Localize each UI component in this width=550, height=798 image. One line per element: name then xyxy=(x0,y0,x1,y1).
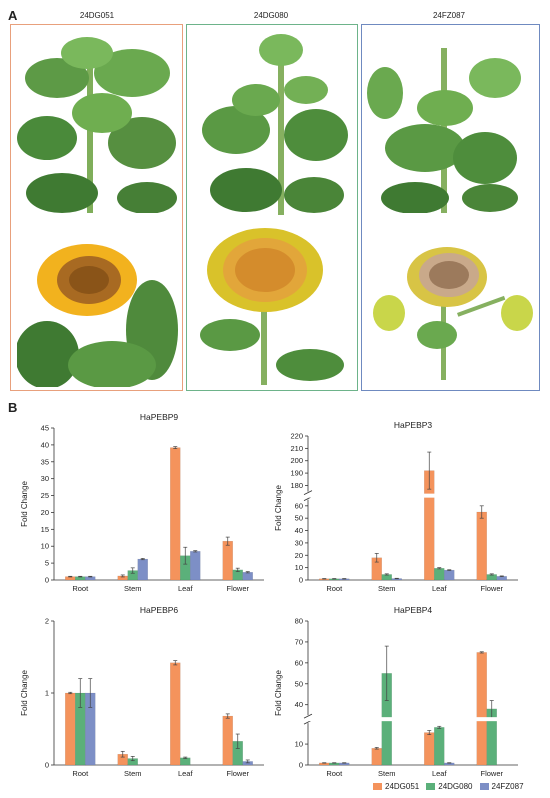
x-tick-label: Flower xyxy=(226,769,249,778)
y-tick-label: 10 xyxy=(295,740,303,749)
axis-break-mark xyxy=(303,713,313,719)
x-tick-label: Stem xyxy=(378,584,396,593)
y-tick-label: 10 xyxy=(295,563,303,572)
bar xyxy=(170,447,181,581)
bar xyxy=(222,715,233,766)
bar xyxy=(434,568,445,581)
legend-swatch-24dg080 xyxy=(426,783,436,790)
bar xyxy=(444,569,455,581)
column-title-24dg051: 24DG051 xyxy=(79,11,115,20)
y-tick-label: 40 xyxy=(41,440,49,449)
y-tick-label: 0 xyxy=(299,761,303,770)
x-tick-label: Root xyxy=(72,584,89,593)
flower-head-photo-24dg051 xyxy=(17,244,178,387)
legend-label-24dg051: 24DG051 xyxy=(385,782,420,791)
y-tick-label: 60 xyxy=(295,501,303,510)
x-tick-label: Leaf xyxy=(178,769,194,778)
x-tick-label: Root xyxy=(326,584,343,593)
bar xyxy=(180,757,191,766)
y-tick-label: 10 xyxy=(41,542,49,551)
axis-break-mark xyxy=(303,490,313,495)
y-tick-label: 25 xyxy=(41,491,49,500)
y-tick-label: 40 xyxy=(295,700,303,709)
column-title-24dg080: 24DG080 xyxy=(253,11,289,20)
x-tick-label: Flower xyxy=(480,769,503,778)
flower-head-photo-24fz087 xyxy=(373,247,533,380)
plant-shoot-photo-24dg051 xyxy=(17,37,177,213)
y-tick-label: 0 xyxy=(299,576,303,585)
column-title-24fz087: 24FZ087 xyxy=(432,11,466,20)
plant-shoot-photo-24fz087 xyxy=(367,48,521,213)
x-tick-label: Stem xyxy=(124,584,142,593)
panel-label-b: B xyxy=(8,400,18,415)
y-tick-label: 200 xyxy=(290,456,303,465)
x-tick-label: Flower xyxy=(480,584,503,593)
panel-label-a: A xyxy=(8,8,18,23)
y-tick-label: 180 xyxy=(290,481,303,490)
legend: 24DG051 24DG080 24FZ087 xyxy=(373,782,524,791)
chart-title: HaPEBP6 xyxy=(140,605,179,615)
chart-title: HaPEBP4 xyxy=(394,605,433,615)
y-tick-label: 20 xyxy=(41,508,49,517)
y-axis-label: Fold Change xyxy=(20,670,29,716)
chart-title: HaPEBP9 xyxy=(140,412,179,422)
bar xyxy=(65,692,76,766)
axis-break-band xyxy=(309,717,519,722)
legend-label-24dg080: 24DG080 xyxy=(438,782,473,791)
y-tick-label: 30 xyxy=(295,538,303,547)
y-tick-label: 35 xyxy=(41,457,49,466)
x-tick-label: Leaf xyxy=(178,584,194,593)
y-tick-label: 210 xyxy=(290,444,303,453)
x-tick-label: Leaf xyxy=(432,769,448,778)
chart-title: HaPEBP3 xyxy=(394,420,433,430)
bar xyxy=(190,551,201,581)
legend-label-24fz087: 24FZ087 xyxy=(491,782,524,791)
y-tick-label: 80 xyxy=(295,617,303,626)
bar xyxy=(137,558,148,581)
y-tick-label: 50 xyxy=(295,679,303,688)
x-tick-label: Root xyxy=(72,769,89,778)
y-tick-label: 40 xyxy=(295,526,303,535)
bar xyxy=(170,662,181,766)
x-tick-label: Stem xyxy=(124,769,142,778)
bar xyxy=(476,511,487,581)
plant-shoot-photo-24dg080 xyxy=(202,34,348,215)
y-tick-label: 2 xyxy=(45,617,49,626)
y-tick-label: 1 xyxy=(45,689,49,698)
x-tick-label: Stem xyxy=(378,769,396,778)
y-tick-label: 5 xyxy=(45,559,49,568)
legend-swatch-24fz087 xyxy=(479,783,489,790)
y-tick-label: 15 xyxy=(41,525,49,534)
legend-swatch-24dg051 xyxy=(373,783,382,790)
y-tick-label: 0 xyxy=(45,761,49,770)
x-tick-label: Flower xyxy=(226,584,249,593)
y-tick-label: 20 xyxy=(295,551,303,560)
y-axis-label: Fold Change xyxy=(274,670,283,716)
y-tick-label: 60 xyxy=(295,658,303,667)
flower-head-photo-24dg080 xyxy=(200,228,344,385)
bar xyxy=(242,572,253,581)
bar xyxy=(222,540,233,581)
y-tick-label: 220 xyxy=(290,432,303,441)
x-tick-label: Leaf xyxy=(432,584,448,593)
bar xyxy=(371,748,382,766)
bar xyxy=(476,652,487,766)
y-tick-label: 30 xyxy=(41,474,49,483)
y-tick-label: 0 xyxy=(45,576,49,585)
y-tick-label: 50 xyxy=(295,514,303,523)
bar xyxy=(434,727,445,766)
y-tick-label: 190 xyxy=(290,469,303,478)
bar xyxy=(424,732,435,766)
axis-break-band xyxy=(309,493,519,498)
y-tick-label: 45 xyxy=(41,424,49,433)
y-axis-label: Fold Change xyxy=(274,485,283,531)
y-axis-label: Fold Change xyxy=(20,481,29,527)
y-tick-label: 70 xyxy=(295,637,303,646)
x-tick-label: Root xyxy=(326,769,343,778)
